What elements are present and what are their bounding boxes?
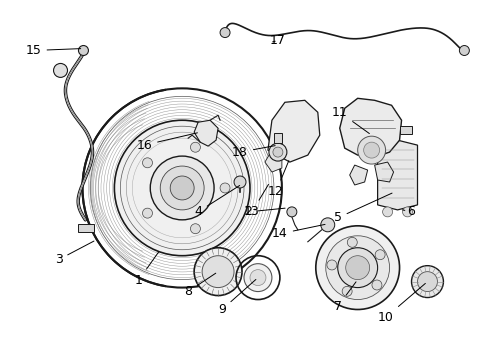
Text: 15: 15 <box>25 44 81 57</box>
Bar <box>78 224 94 232</box>
Text: 6: 6 <box>402 205 415 219</box>
Text: 8: 8 <box>184 273 215 298</box>
Text: 17: 17 <box>269 34 285 47</box>
Text: 18: 18 <box>232 145 275 159</box>
Text: 3: 3 <box>55 241 94 266</box>
Polygon shape <box>264 150 281 172</box>
Circle shape <box>346 237 357 247</box>
Text: 1: 1 <box>134 252 158 287</box>
Circle shape <box>326 260 336 270</box>
Circle shape <box>220 183 229 193</box>
Bar <box>273 133 281 143</box>
Circle shape <box>272 147 283 157</box>
Circle shape <box>202 256 234 288</box>
Circle shape <box>234 176 245 188</box>
Text: 12: 12 <box>267 161 288 198</box>
Circle shape <box>160 166 203 210</box>
Text: 2: 2 <box>244 205 285 219</box>
Bar <box>399 126 411 134</box>
Text: 14: 14 <box>271 224 325 240</box>
Circle shape <box>244 264 271 292</box>
Circle shape <box>78 45 88 55</box>
Polygon shape <box>349 165 367 185</box>
Circle shape <box>458 45 468 55</box>
Circle shape <box>371 280 381 290</box>
Circle shape <box>320 218 334 232</box>
Circle shape <box>374 250 385 260</box>
Circle shape <box>402 207 412 217</box>
Text: 5: 5 <box>333 193 391 224</box>
Circle shape <box>114 120 249 256</box>
Circle shape <box>337 248 377 288</box>
Text: 11: 11 <box>331 106 368 134</box>
Polygon shape <box>339 98 401 157</box>
Polygon shape <box>267 100 319 162</box>
Circle shape <box>325 236 389 300</box>
Polygon shape <box>194 120 218 146</box>
Circle shape <box>286 207 296 217</box>
Circle shape <box>220 28 229 37</box>
Circle shape <box>357 136 385 164</box>
Circle shape <box>142 208 152 218</box>
Polygon shape <box>377 140 417 210</box>
Text: 7: 7 <box>333 282 355 313</box>
Text: 9: 9 <box>218 279 255 316</box>
Circle shape <box>382 207 392 217</box>
Text: 16: 16 <box>136 133 197 152</box>
Circle shape <box>53 63 67 77</box>
Circle shape <box>170 176 194 200</box>
Circle shape <box>268 143 286 161</box>
Circle shape <box>150 156 214 220</box>
Text: 13: 13 <box>244 184 268 219</box>
Circle shape <box>190 224 200 234</box>
Circle shape <box>417 272 437 292</box>
Circle shape <box>342 286 351 296</box>
Polygon shape <box>374 162 393 182</box>
Text: 4: 4 <box>194 185 239 219</box>
Circle shape <box>190 142 200 152</box>
Circle shape <box>315 226 399 310</box>
Circle shape <box>194 248 242 296</box>
Circle shape <box>411 266 443 298</box>
Circle shape <box>249 270 265 285</box>
Text: 10: 10 <box>377 283 425 324</box>
Circle shape <box>363 142 379 158</box>
Circle shape <box>345 256 369 280</box>
Circle shape <box>142 158 152 168</box>
